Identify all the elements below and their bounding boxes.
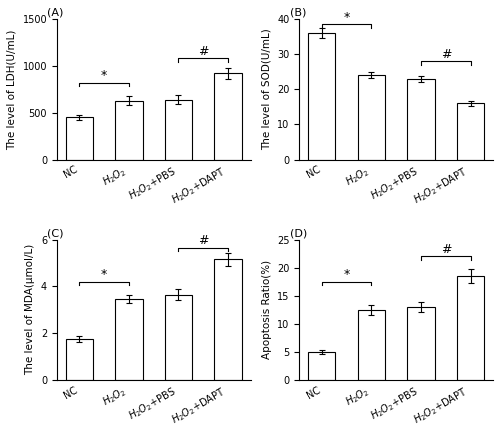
- Y-axis label: The level of LDH(U/mL): The level of LDH(U/mL): [7, 29, 17, 149]
- Bar: [308, 33, 336, 160]
- Y-axis label: Apoptosis Ratio(%): Apoptosis Ratio(%): [262, 260, 272, 359]
- Text: *: *: [101, 69, 107, 82]
- Y-axis label: The level of SOD(U/mL): The level of SOD(U/mL): [262, 29, 272, 150]
- Y-axis label: The level of MDA(μmol/L): The level of MDA(μmol/L): [26, 244, 36, 375]
- Text: #: #: [440, 243, 451, 256]
- Text: *: *: [344, 268, 350, 281]
- Text: #: #: [198, 234, 208, 247]
- Bar: [66, 118, 93, 160]
- Bar: [358, 310, 385, 380]
- Bar: [115, 299, 142, 380]
- Text: #: #: [440, 48, 451, 60]
- Bar: [214, 260, 242, 380]
- Text: (C): (C): [47, 228, 64, 238]
- Bar: [165, 100, 192, 160]
- Bar: [115, 101, 142, 160]
- Bar: [214, 73, 242, 160]
- Bar: [408, 79, 434, 160]
- Text: #: #: [198, 45, 208, 58]
- Bar: [457, 276, 484, 380]
- Bar: [408, 307, 434, 380]
- Text: (A): (A): [47, 8, 64, 18]
- Bar: [358, 75, 385, 160]
- Bar: [308, 352, 336, 380]
- Bar: [66, 339, 93, 380]
- Text: *: *: [344, 11, 350, 24]
- Bar: [165, 295, 192, 380]
- Text: *: *: [101, 268, 107, 281]
- Bar: [457, 103, 484, 160]
- Text: (B): (B): [290, 8, 306, 18]
- Text: (D): (D): [290, 228, 307, 238]
